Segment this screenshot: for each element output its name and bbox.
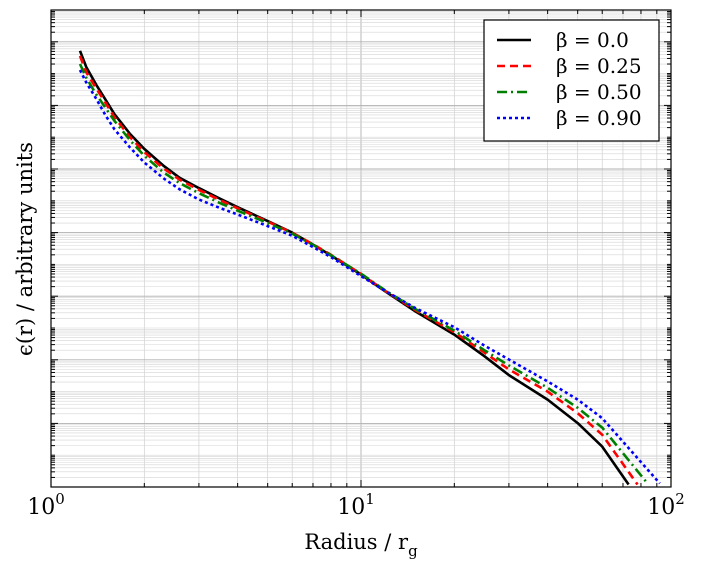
legend-label-0: β = 0.0 <box>556 28 629 52</box>
y-axis-label: ϵ(r) / arbitrary units <box>13 142 37 356</box>
series-line-2 <box>78 63 649 485</box>
legend: β = 0.0β = 0.25β = 0.50β = 0.90 <box>483 19 660 142</box>
x-tick-label-base: 10 <box>337 495 365 520</box>
x-tick-label-base: 10 <box>27 495 55 520</box>
series-line-0 <box>78 50 630 486</box>
legend-label-1: β = 0.25 <box>556 54 642 78</box>
legend-label-2: β = 0.50 <box>556 80 642 104</box>
x-tick-labels: 100 101 102 <box>27 490 685 520</box>
x-tick-label-exponent: 1 <box>365 490 375 508</box>
x-tick-label: 100 <box>27 490 65 520</box>
series-group <box>78 50 661 486</box>
x-axis-label: Radius / rg <box>304 530 418 560</box>
ticks <box>51 10 671 487</box>
series-line-3 <box>78 69 661 485</box>
legend-items: β = 0.0β = 0.25β = 0.50β = 0.90 <box>497 28 642 130</box>
x-tick-label-exponent: 0 <box>55 490 65 508</box>
legend-label-3: β = 0.90 <box>556 106 642 130</box>
x-tick-label-exponent: 2 <box>675 490 685 508</box>
x-tick-label-base: 10 <box>647 495 675 520</box>
x-tick-label: 102 <box>647 490 685 520</box>
plot-frame <box>50 9 672 488</box>
series-line-1 <box>78 55 639 486</box>
x-tick-label: 101 <box>337 490 375 520</box>
x-axis-label-subscript: g <box>408 542 418 560</box>
x-axis-label-main: Radius / r <box>304 530 409 554</box>
